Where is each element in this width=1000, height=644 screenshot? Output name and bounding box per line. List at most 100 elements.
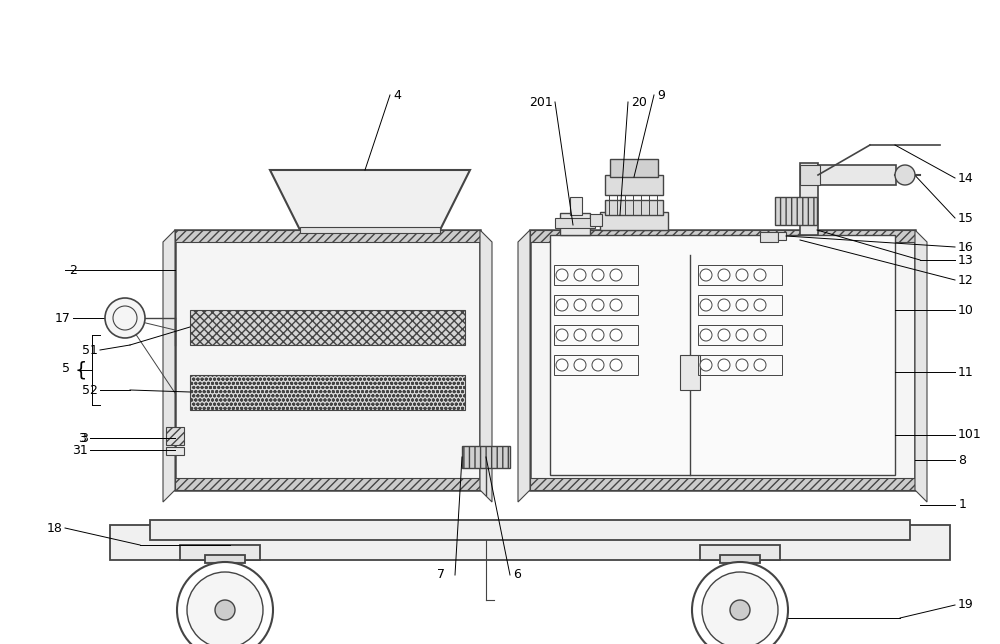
Bar xyxy=(175,230,480,242)
Text: 1: 1 xyxy=(959,498,967,511)
Bar xyxy=(180,545,260,560)
Bar xyxy=(698,265,782,285)
Bar xyxy=(700,545,780,560)
Bar xyxy=(300,227,440,233)
Bar xyxy=(530,230,915,490)
Circle shape xyxy=(718,269,730,281)
Bar xyxy=(554,325,638,345)
Circle shape xyxy=(700,269,712,281)
Text: 12: 12 xyxy=(958,274,974,287)
Circle shape xyxy=(592,359,604,371)
Bar xyxy=(190,310,465,345)
Circle shape xyxy=(215,600,235,620)
Text: {: { xyxy=(75,361,87,379)
Circle shape xyxy=(754,299,766,311)
Circle shape xyxy=(702,572,778,644)
Circle shape xyxy=(736,359,748,371)
Circle shape xyxy=(692,562,788,644)
Bar xyxy=(800,165,820,185)
Bar xyxy=(800,163,818,235)
Bar xyxy=(554,265,638,285)
Bar xyxy=(720,555,760,563)
Circle shape xyxy=(556,359,568,371)
Text: 201: 201 xyxy=(529,95,553,108)
Bar xyxy=(600,212,668,230)
Text: 52: 52 xyxy=(82,383,98,397)
Text: 18: 18 xyxy=(47,522,63,535)
Bar xyxy=(530,478,915,490)
Circle shape xyxy=(700,299,712,311)
Bar xyxy=(778,232,786,240)
Bar xyxy=(166,447,184,455)
Text: 14: 14 xyxy=(958,171,974,184)
Text: 8: 8 xyxy=(958,453,966,466)
Circle shape xyxy=(736,299,748,311)
Circle shape xyxy=(610,299,622,311)
Text: 6: 6 xyxy=(513,569,521,582)
Bar xyxy=(590,214,602,226)
Bar xyxy=(554,295,638,315)
Text: 7: 7 xyxy=(437,569,445,582)
Circle shape xyxy=(718,359,730,371)
Circle shape xyxy=(556,329,568,341)
Bar xyxy=(698,355,782,375)
Bar xyxy=(760,232,778,242)
Circle shape xyxy=(610,359,622,371)
Polygon shape xyxy=(480,230,492,502)
Text: 3: 3 xyxy=(78,431,86,444)
Bar xyxy=(166,427,184,445)
Bar xyxy=(190,375,465,410)
Bar xyxy=(698,295,782,315)
Text: 16: 16 xyxy=(958,240,974,254)
Circle shape xyxy=(718,329,730,341)
Polygon shape xyxy=(915,230,927,502)
Circle shape xyxy=(700,359,712,371)
Circle shape xyxy=(754,269,766,281)
Circle shape xyxy=(592,299,604,311)
Circle shape xyxy=(718,299,730,311)
Circle shape xyxy=(754,359,766,371)
Bar xyxy=(818,165,896,185)
Bar xyxy=(205,555,245,563)
Circle shape xyxy=(895,165,915,185)
Text: 13: 13 xyxy=(958,254,974,267)
Bar xyxy=(680,355,700,390)
Circle shape xyxy=(574,269,586,281)
Polygon shape xyxy=(163,230,175,502)
Text: 5: 5 xyxy=(62,361,70,375)
Bar xyxy=(554,355,638,375)
Bar xyxy=(550,235,895,475)
Bar xyxy=(775,197,817,225)
Text: 9: 9 xyxy=(657,88,665,102)
Circle shape xyxy=(592,329,604,341)
Bar xyxy=(462,446,510,468)
Circle shape xyxy=(556,269,568,281)
Circle shape xyxy=(700,329,712,341)
Circle shape xyxy=(610,269,622,281)
Text: 15: 15 xyxy=(958,211,974,225)
Polygon shape xyxy=(270,170,470,230)
Circle shape xyxy=(556,299,568,311)
Bar xyxy=(110,525,950,560)
Circle shape xyxy=(736,269,748,281)
Bar xyxy=(530,230,915,242)
Circle shape xyxy=(574,299,586,311)
Circle shape xyxy=(754,329,766,341)
Bar xyxy=(175,230,480,490)
Polygon shape xyxy=(518,230,530,502)
Circle shape xyxy=(610,329,622,341)
Bar xyxy=(698,325,782,345)
Text: 4: 4 xyxy=(393,88,401,102)
Text: 3: 3 xyxy=(80,431,88,444)
Text: 31: 31 xyxy=(72,444,88,457)
Bar xyxy=(555,218,595,228)
Circle shape xyxy=(574,359,586,371)
Text: 20: 20 xyxy=(631,95,647,108)
Circle shape xyxy=(187,572,263,644)
Text: 51: 51 xyxy=(82,343,98,357)
Bar xyxy=(150,520,910,540)
Circle shape xyxy=(105,298,145,338)
Text: 101: 101 xyxy=(958,428,982,442)
Text: 10: 10 xyxy=(958,303,974,316)
Bar xyxy=(175,478,480,490)
